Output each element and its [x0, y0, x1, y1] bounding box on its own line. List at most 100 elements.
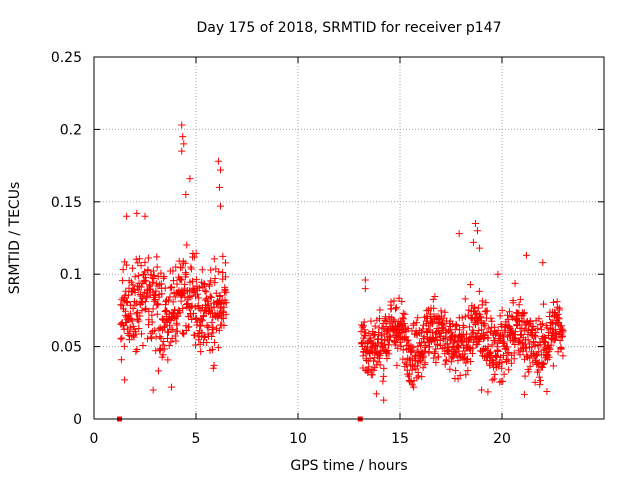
data-point	[198, 266, 206, 274]
data-point	[432, 359, 440, 367]
data-point	[467, 357, 475, 365]
data-point	[369, 357, 377, 365]
data-point	[496, 332, 504, 340]
data-point	[545, 353, 553, 361]
data-point	[498, 322, 506, 330]
data-point	[127, 315, 135, 323]
y-tick-label: 0.2	[60, 122, 82, 138]
data-point	[475, 338, 483, 346]
data-points	[117, 121, 567, 422]
y-tick-label: 0	[73, 412, 82, 428]
data-point	[404, 325, 412, 333]
data-point	[210, 361, 218, 369]
data-point	[179, 133, 187, 141]
data-point	[172, 337, 180, 345]
data-point	[419, 351, 427, 359]
data-point	[420, 321, 428, 329]
data-point	[215, 183, 223, 191]
data-point	[121, 376, 129, 384]
data-point	[528, 343, 536, 351]
data-point	[137, 262, 145, 270]
grid-lines	[94, 57, 604, 419]
data-point	[392, 304, 400, 312]
data-point	[536, 381, 544, 389]
data-point	[517, 339, 525, 347]
data-point	[159, 341, 167, 349]
data-point	[511, 340, 519, 348]
data-point	[535, 315, 543, 323]
data-point	[465, 345, 473, 353]
data-point	[444, 340, 452, 348]
data-point	[434, 353, 442, 361]
data-point	[426, 310, 434, 318]
data-point	[168, 283, 176, 291]
data-point	[120, 342, 128, 350]
data-point	[515, 301, 523, 309]
data-point	[496, 378, 504, 386]
y-tick-label: 0.05	[51, 340, 82, 356]
data-point	[474, 304, 482, 312]
data-point	[399, 315, 407, 323]
data-point	[476, 244, 484, 252]
data-point	[421, 359, 429, 367]
data-point	[178, 276, 186, 284]
data-point	[555, 306, 563, 314]
data-point	[134, 272, 142, 280]
data-point	[169, 277, 177, 285]
data-point	[148, 311, 156, 319]
data-point	[491, 351, 499, 359]
data-point	[534, 324, 542, 332]
data-point	[129, 264, 137, 272]
data-point	[179, 305, 187, 313]
data-point	[539, 363, 547, 371]
data-point	[171, 332, 179, 340]
data-point	[181, 259, 189, 267]
data-point	[201, 333, 209, 341]
data-point	[370, 366, 378, 374]
data-point	[449, 332, 457, 340]
data-point	[192, 314, 200, 322]
data-point	[141, 298, 149, 306]
data-point	[130, 285, 138, 293]
data-point	[198, 317, 206, 325]
data-point	[558, 322, 566, 330]
data-point	[361, 326, 369, 334]
data-point	[498, 359, 506, 367]
data-point	[186, 175, 194, 183]
data-point	[212, 289, 220, 297]
data-point	[192, 315, 200, 323]
data-point	[441, 308, 449, 316]
data-point	[498, 306, 506, 314]
data-point	[452, 320, 460, 328]
data-point	[135, 324, 143, 332]
data-point	[145, 307, 153, 315]
x-tick-label: 10	[289, 431, 307, 447]
data-point	[117, 301, 125, 309]
data-point	[194, 302, 202, 310]
data-point	[537, 326, 545, 334]
data-point	[121, 258, 129, 266]
data-point	[188, 302, 196, 310]
data-point	[187, 263, 195, 271]
y-tick-label: 0.15	[51, 195, 82, 211]
data-point	[183, 241, 191, 249]
data-point	[156, 333, 164, 341]
data-point	[469, 238, 477, 246]
data-point	[133, 308, 141, 316]
data-point	[502, 345, 510, 353]
data-point	[178, 121, 186, 129]
data-point	[160, 272, 168, 280]
data-point	[552, 329, 560, 337]
data-point	[531, 378, 539, 386]
data-point	[387, 333, 394, 341]
data-point	[135, 317, 143, 325]
data-point	[554, 311, 562, 319]
data-point	[494, 326, 502, 334]
data-point	[430, 354, 438, 362]
data-point	[526, 362, 534, 370]
data-point	[160, 323, 168, 331]
data-point	[363, 356, 371, 364]
data-point	[172, 263, 180, 271]
data-point	[136, 312, 144, 320]
data-point	[169, 298, 177, 306]
